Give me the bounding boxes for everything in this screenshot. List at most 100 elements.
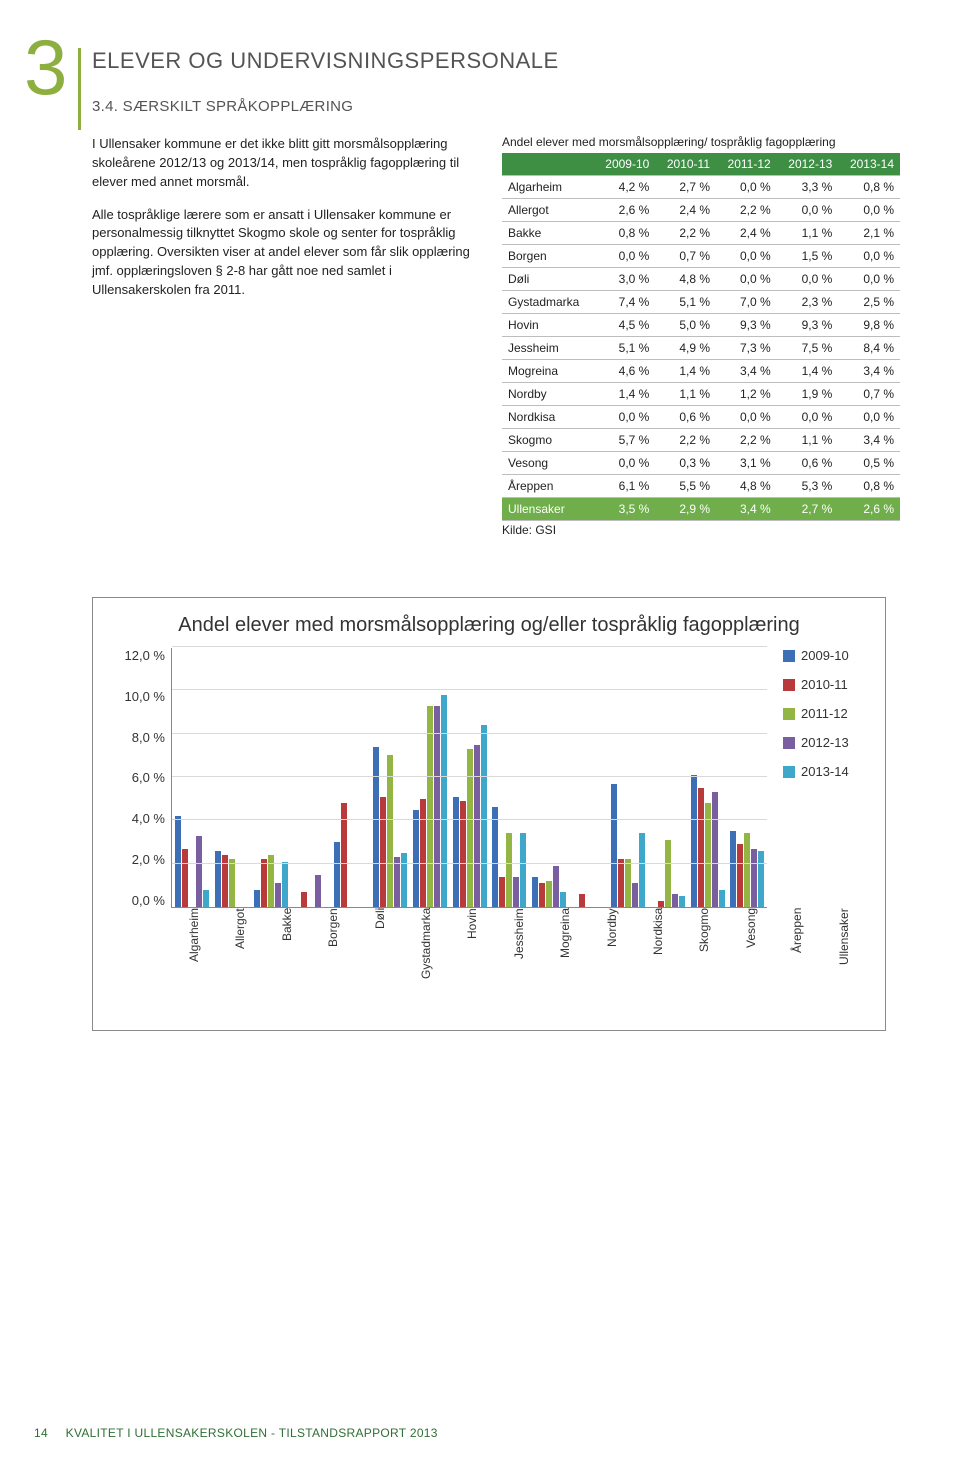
table-cell: 3,4 %: [838, 429, 900, 452]
chart-bar: [254, 890, 260, 907]
chart-x-tick-label: Jessheim: [496, 908, 542, 1008]
chart-bar-group: [489, 807, 529, 907]
table-cell: Algarheim: [502, 176, 594, 199]
table-cell: 1,2 %: [716, 383, 777, 406]
table-header-cell: 2012-13: [777, 153, 839, 176]
table-cell: 3,0 %: [594, 268, 656, 291]
table-cell: 0,0 %: [716, 176, 777, 199]
table-cell: 4,5 %: [594, 314, 656, 337]
table-cell: 3,3 %: [777, 176, 839, 199]
table-cell: 4,8 %: [716, 475, 777, 498]
chart-bar: [744, 833, 750, 907]
table-cell: 2,2 %: [655, 222, 716, 245]
chart-bar-group: [410, 695, 450, 907]
table-cell: 3,4 %: [716, 360, 777, 383]
chart-bar-group: [727, 831, 767, 907]
table-row: Borgen0,0 %0,7 %0,0 %1,5 %0,0 %: [502, 245, 900, 268]
table-cell: 0,8 %: [594, 222, 656, 245]
chart-bar: [275, 883, 281, 907]
chart-legend-item: 2012-13: [783, 735, 867, 750]
table-cell: 0,0 %: [594, 245, 656, 268]
chart-bar: [182, 849, 188, 908]
chart-bar: [730, 831, 736, 907]
chart-x-tick-label: Åreppen: [774, 908, 820, 1008]
chart-y-tick-label: 12,0 %: [125, 648, 165, 663]
chart-bar: [203, 890, 209, 907]
section-title: ELEVER OG UNDERVISNINGSPERSONALE: [92, 48, 900, 74]
table-cell: Bakke: [502, 222, 594, 245]
legend-label: 2011-12: [801, 706, 848, 721]
chart-bar: [434, 706, 440, 908]
chart-bar: [625, 859, 631, 907]
chart-bar: [506, 833, 512, 907]
table-cell: 0,0 %: [777, 268, 839, 291]
table-cell: 7,4 %: [594, 291, 656, 314]
chart-bar: [215, 851, 221, 907]
table-cell: 2,5 %: [838, 291, 900, 314]
table-cell: 1,4 %: [777, 360, 839, 383]
table-cell: 0,0 %: [838, 268, 900, 291]
table-header-cell: 2011-12: [716, 153, 777, 176]
table-header-cell: 2013-14: [838, 153, 900, 176]
table-cell: 1,1 %: [777, 222, 839, 245]
chart-bar: [315, 875, 321, 908]
page-footer: 14 KVALITET I ULLENSAKERSKOLEN - TILSTAN…: [34, 1426, 438, 1440]
table-cell: 4,6 %: [594, 360, 656, 383]
table-cell: Vesong: [502, 452, 594, 475]
document-page: 3 ELEVER OG UNDERVISNINGSPERSONALE 3.4. …: [0, 0, 960, 1466]
chart-bar-group: [569, 894, 609, 907]
chart-gridline: [172, 863, 767, 864]
chart-bar: [196, 836, 202, 908]
table-cell: 5,1 %: [655, 291, 716, 314]
table-row: Bakke0,8 %2,2 %2,4 %1,1 %2,1 %: [502, 222, 900, 245]
legend-swatch: [783, 708, 795, 720]
chart-x-tick-label: Hovin: [449, 908, 495, 1008]
chart-bar: [665, 840, 671, 907]
chart-bar: [481, 725, 487, 907]
table-cell: 3,4 %: [838, 360, 900, 383]
table-cell: 0,0 %: [594, 406, 656, 429]
legend-swatch: [783, 650, 795, 662]
table-cell: 3,1 %: [716, 452, 777, 475]
table-cell: 3,4 %: [716, 498, 777, 521]
paragraph-2: Alle tospråklige lærere som er ansatt i …: [92, 206, 472, 300]
chart-x-tick-label: Mogreina: [542, 908, 588, 1008]
chart-area: 12,0 %10,0 %8,0 %6,0 %4,0 %2,0 %0,0 % 20…: [111, 648, 867, 908]
table-cell: 0,0 %: [716, 245, 777, 268]
table-cell: 4,9 %: [655, 337, 716, 360]
table-cell: 0,7 %: [838, 383, 900, 406]
table-row: Ullensaker3,5 %2,9 %3,4 %2,7 %2,6 %: [502, 498, 900, 521]
legend-label: 2013-14: [801, 764, 849, 779]
table-cell: Nordkisa: [502, 406, 594, 429]
chart-bar: [175, 816, 181, 907]
table-cell: 1,9 %: [777, 383, 839, 406]
chart-bar: [460, 801, 466, 907]
chart-x-tick-label: Nordby: [589, 908, 635, 1008]
table-cell: 4,8 %: [655, 268, 716, 291]
table-cell: Allergot: [502, 199, 594, 222]
chart-y-tick-label: 8,0 %: [132, 730, 165, 745]
table-cell: Gystadmarka: [502, 291, 594, 314]
table-cell: 0,6 %: [655, 406, 716, 429]
chart-x-labels: AlgarheimAllergotBakkeBorgenDøliGystadma…: [171, 908, 867, 1008]
table-source: Kilde: GSI: [502, 523, 900, 537]
table-cell: 5,5 %: [655, 475, 716, 498]
chart-y-tick-label: 4,0 %: [132, 811, 165, 826]
chart-bar: [474, 745, 480, 908]
table-cell: 6,1 %: [594, 475, 656, 498]
table-cell: 2,2 %: [716, 199, 777, 222]
table-cell: 2,6 %: [594, 199, 656, 222]
table-cell: 9,8 %: [838, 314, 900, 337]
table-cell: 0,0 %: [716, 268, 777, 291]
chart-bar: [334, 842, 340, 907]
legend-swatch: [783, 737, 795, 749]
chart-bar-group: [529, 866, 569, 907]
table-cell: 0,0 %: [716, 406, 777, 429]
chart-legend-item: 2010-11: [783, 677, 867, 692]
chart-bar: [672, 894, 678, 907]
chart-y-axis: 12,0 %10,0 %8,0 %6,0 %4,0 %2,0 %0,0 %: [111, 648, 171, 908]
chart-bar: [261, 859, 267, 907]
chart-bar: [553, 866, 559, 907]
table-cell: 2,7 %: [655, 176, 716, 199]
chart-bar: [679, 896, 685, 907]
